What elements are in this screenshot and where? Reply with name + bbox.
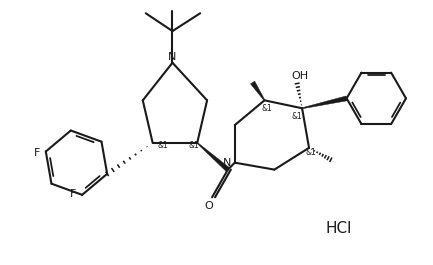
- Text: N: N: [168, 52, 177, 62]
- Text: F: F: [34, 148, 40, 157]
- Polygon shape: [251, 81, 265, 101]
- Text: N: N: [223, 158, 231, 168]
- Text: &1: &1: [292, 112, 303, 121]
- Text: &1: &1: [261, 104, 272, 113]
- Polygon shape: [302, 96, 347, 109]
- Text: HCl: HCl: [326, 222, 352, 236]
- Text: &1: &1: [157, 141, 168, 150]
- Text: O: O: [205, 201, 213, 211]
- Text: F: F: [70, 189, 77, 199]
- Text: &1: &1: [189, 141, 200, 150]
- Polygon shape: [197, 143, 229, 171]
- Text: &1: &1: [306, 148, 317, 157]
- Text: OH: OH: [291, 70, 309, 81]
